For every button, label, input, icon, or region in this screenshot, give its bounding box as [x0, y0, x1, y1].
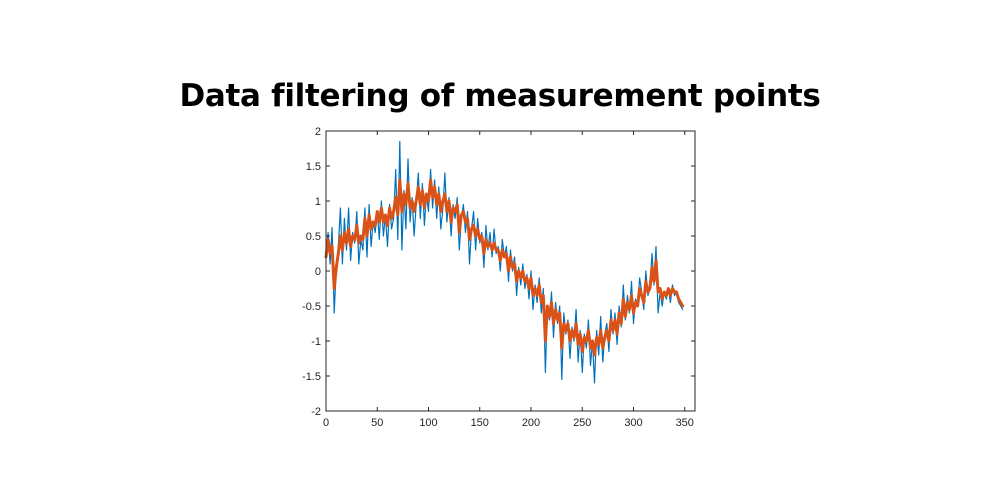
y-tick-label: -2: [311, 406, 321, 418]
series-filtered-line: [324, 178, 685, 357]
x-tick-label: 250: [573, 417, 591, 429]
x-tick-label: 50: [371, 417, 383, 429]
x-tick-label: 350: [676, 417, 694, 429]
y-tick-label: 1: [315, 196, 321, 208]
page-title: Data filtering of measurement points: [179, 78, 821, 114]
x-tick-label: 300: [624, 417, 642, 429]
x-tick-label: 100: [419, 417, 437, 429]
y-tick-label: 0: [315, 266, 321, 278]
plot-background: [326, 131, 695, 411]
x-tick-label: 150: [471, 417, 489, 429]
y-tick-label: 2: [315, 126, 321, 138]
series-layer: [324, 140, 685, 384]
y-tick-label: 1.5: [306, 161, 321, 173]
y-tick-label: -0.5: [302, 301, 321, 313]
y-tick-label: -1: [311, 336, 321, 348]
axes: 0 50 100 150 200 250 300 350 -2 -1.5 -1 -0.5 0 0.5 1 1.…: [302, 126, 696, 429]
plot-area: [326, 131, 695, 411]
x-tick-label: 200: [522, 417, 540, 429]
x-tick-label: 0: [323, 417, 329, 429]
y-tick-label: 0.5: [306, 231, 321, 243]
y-tick-label: -1.5: [302, 371, 321, 383]
